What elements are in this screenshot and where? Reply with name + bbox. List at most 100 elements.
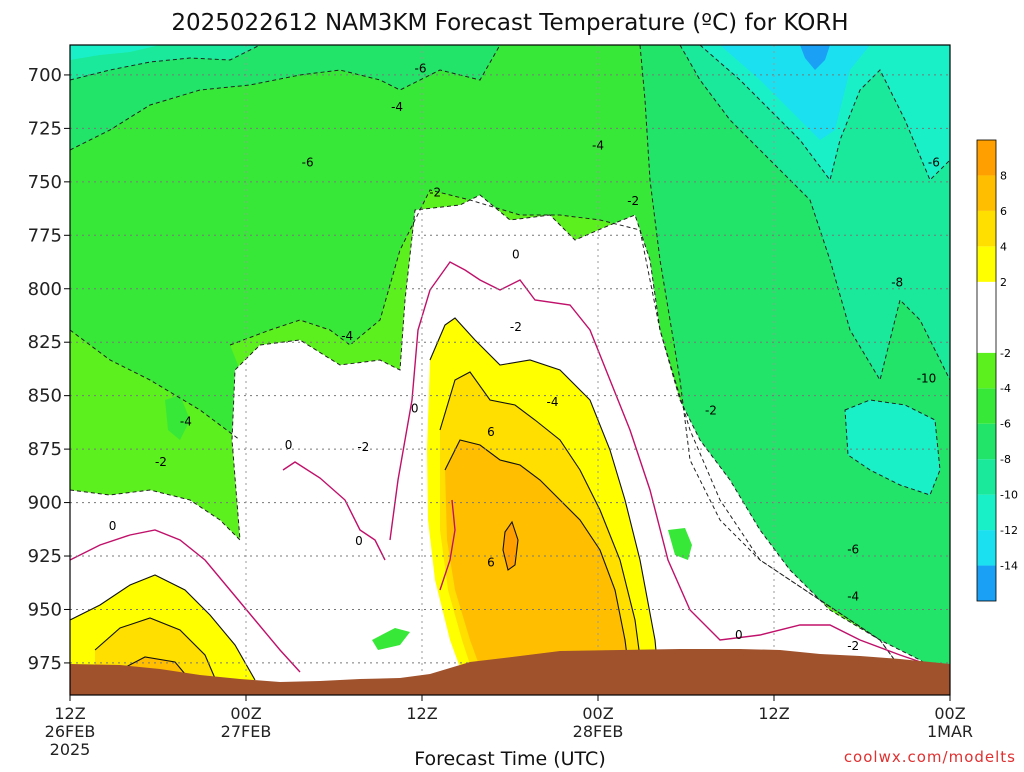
colorbar-swatch-7 [977, 281, 996, 353]
contour-6-left [119, 656, 191, 681]
x-tick-line-3-0: 00Z [582, 704, 613, 723]
contour-label-6: 0 [512, 248, 520, 262]
y-tick-label-10: 950 [28, 599, 62, 620]
colorbar-swatch-8 [977, 246, 996, 282]
contour-label-2: -6 [302, 156, 314, 170]
y-tick-label-3: 775 [28, 225, 62, 246]
band-minus-12-right [720, 45, 870, 140]
y-tick-label-1: 725 [28, 118, 62, 139]
contour-label-10: -2 [705, 404, 717, 418]
y-tick-label-0: 700 [28, 65, 62, 86]
colorbar-swatch-2 [977, 494, 996, 531]
contour-label-1: -4 [391, 100, 403, 114]
contour-label-5: -2 [627, 194, 639, 208]
contour-label-21: -8 [891, 275, 903, 289]
colorbar-swatch-4 [977, 423, 996, 460]
plot-frame [69, 44, 951, 696]
x-tick-label-5: 00Z 1MAR [927, 704, 973, 741]
y-tick-label-6: 850 [28, 386, 62, 407]
colorbar-label-5: -4 [1000, 382, 1011, 395]
contour-label-20: -10 [917, 372, 937, 386]
contour-6-center [444, 439, 633, 695]
colorbar-label-6: -2 [1000, 347, 1011, 360]
colorbar-label-3: -8 [1000, 453, 1011, 466]
contour-8-center [502, 520, 519, 571]
colorbar-swatch-10 [977, 175, 996, 211]
contour-label-9: -4 [547, 395, 559, 409]
x-tick-line-2-0: 12Z [406, 704, 437, 723]
contour-minus-4 [70, 189, 921, 695]
colorbar-frame [976, 139, 997, 602]
y-tick-label-4: 800 [28, 279, 62, 300]
band-6-to-8-center [445, 440, 632, 695]
colorbar-label-4: -6 [1000, 418, 1011, 431]
puddle-minus-4-b [372, 628, 410, 650]
colorbar-swatch-5 [977, 388, 996, 424]
contour-label-18: 0 [355, 534, 363, 548]
y-tick-label-11: 975 [28, 653, 62, 674]
contour-lines [70, 45, 950, 695]
contour-2-left [70, 574, 256, 681]
x-tick-line-4-0: 12Z [758, 704, 789, 723]
x-tick-line-3-1: 28FEB [573, 722, 624, 741]
x-tick-line-0-0: 12Z [54, 704, 85, 723]
colorbar-swatch-0 [977, 565, 996, 601]
contour-minus-6 [70, 45, 921, 695]
x-tick-label-0: 12Z 26FEB 2025 [45, 704, 96, 759]
contour-label-23: -6 [847, 543, 859, 557]
band-minus-8-left [70, 45, 500, 150]
colorbar-label-2: -10 [1000, 489, 1018, 502]
colorbar-label-1: -12 [1000, 524, 1018, 537]
chart-title: 2025022612 NAM3KM Forecast Temperature (… [171, 10, 848, 36]
contour-label-3: -2 [429, 186, 441, 200]
contour-label-16: 6 [487, 425, 495, 439]
x-tick-line-0-1: 26FEB [45, 722, 96, 741]
y-tick-label-7: 875 [28, 439, 62, 460]
colorbar-swatch-9 [977, 210, 996, 247]
colorbar-label-7: 2 [1000, 276, 1007, 289]
contour-minus-10 [699, 45, 950, 496]
band-minus-12-left [70, 45, 160, 60]
colorbar-label-10: 8 [1000, 169, 1007, 182]
contour-label-layer: -6 -4 -6 -2 -4 -2 0 -2 -4 -4 -2 -4 0 0 -2 -2 6 0 0 6 -10 -8 -6… [109, 62, 940, 653]
y-tick-label-2: 750 [28, 172, 62, 193]
x-axis-title: Forecast Time (UTC) [414, 748, 605, 768]
colorbar-swatch-11 [977, 140, 996, 176]
contour-4-left [94, 617, 221, 691]
credit-text: coolwx.com/modelts [844, 748, 1016, 766]
contour-label-4: -4 [592, 138, 604, 152]
x-tick-line-0-2: 2025 [50, 740, 91, 759]
contour-minus-2 [70, 194, 950, 681]
contour-minus-8 [70, 45, 950, 382]
contour-2-center [429, 317, 661, 695]
x-tick-label-4: 12Z [758, 704, 789, 723]
colorbar-swatch-1 [977, 530, 996, 566]
band-minus-8-right [680, 45, 950, 380]
contour-label-12: 0 [411, 401, 419, 415]
colorbar-swatch-6 [977, 352, 996, 389]
x-tick-line-5-1: 1MAR [927, 722, 973, 741]
band-minus-14-right [800, 45, 830, 70]
contour-label-19: 6 [487, 555, 495, 569]
temperature-field [70, 45, 950, 695]
band-8-to-10-center [503, 522, 518, 570]
colorbar-label-0: -14 [1000, 560, 1018, 573]
grid-lines [69, 45, 951, 695]
colorbar: -14 -12 -10 -8 -6 -4 -2 2 4 6 8 [976, 139, 1018, 602]
contour-4-center [439, 371, 646, 695]
contour-label-7: -2 [510, 320, 522, 334]
contour-label-11: -4 [180, 414, 192, 428]
contour-label-8: -4 [341, 329, 353, 343]
terrain-ground [70, 649, 950, 695]
colorbar-swatch-3 [977, 459, 996, 495]
contour-label-13: 0 [285, 438, 293, 452]
contour-label-0: -6 [415, 62, 427, 76]
y-tick-label-9: 925 [28, 546, 62, 567]
x-tick-label-3: 00Z 28FEB [573, 704, 624, 741]
colorbar-label-9: 6 [1000, 205, 1007, 218]
x-tick-line-1-0: 00Z [230, 704, 261, 723]
x-tick-line-5-0: 00Z [934, 704, 965, 723]
contour-label-26: 0 [735, 628, 743, 642]
